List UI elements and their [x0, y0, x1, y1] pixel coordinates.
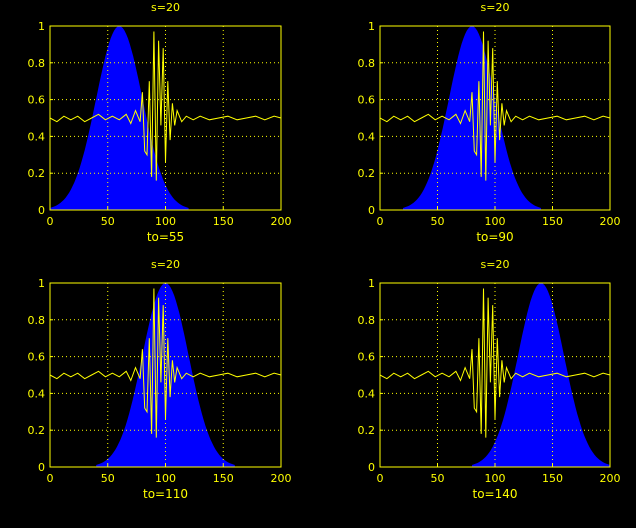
gaussian-window-area — [50, 26, 189, 210]
x-tick-label: 50 — [101, 472, 115, 485]
chart-panel-2: 0 50 100 150 200 0 0.2 0.4 0.6 0.8 1 s=20 to=90 — [358, 1, 621, 244]
x-tick-label: 150 — [542, 215, 563, 228]
x-tick-label: 0 — [377, 472, 384, 485]
y-tick-label: 1 — [368, 20, 375, 33]
grid — [380, 283, 610, 467]
x-tick-label: 50 — [431, 215, 445, 228]
x-tick-label: 100 — [485, 472, 506, 485]
signal-line — [379, 31, 611, 181]
x-tick-label: 50 — [431, 472, 445, 485]
y-tick-label: 0.2 — [28, 424, 46, 437]
x-tick-label: 150 — [213, 472, 234, 485]
gaussian-window-area — [403, 26, 541, 210]
chart-panel-3: 0 50 100 150 200 0 0.2 0.4 0.6 0.8 1 s=20 to=110 — [28, 258, 292, 501]
x-tick-label: 0 — [377, 215, 384, 228]
panel-title: s=20 — [481, 258, 510, 271]
panel-title: s=20 — [151, 1, 180, 14]
panel-xlabel: to=110 — [143, 487, 188, 501]
y-tick-label: 0.4 — [28, 387, 46, 400]
x-tick-label: 200 — [271, 215, 292, 228]
grid — [380, 26, 610, 210]
y-tick-label: 0.2 — [358, 424, 376, 437]
gaussian-window-area — [472, 283, 610, 467]
y-tick-label: 0.4 — [358, 130, 376, 143]
signal-line — [49, 31, 282, 181]
x-tick-label: 50 — [101, 215, 115, 228]
y-tick-label: 0.6 — [358, 351, 376, 364]
y-tick-label: 0 — [368, 204, 375, 217]
grid — [50, 26, 281, 210]
x-tick-label: 150 — [542, 472, 563, 485]
x-tick-label: 0 — [47, 472, 54, 485]
y-tick-label: 0.8 — [358, 57, 376, 70]
x-tick-label: 200 — [600, 472, 621, 485]
y-tick-label: 0 — [38, 461, 45, 474]
panel-title: s=20 — [151, 258, 180, 271]
signal-line — [379, 288, 611, 438]
y-tick-label: 0.8 — [28, 57, 46, 70]
chart-panel-4: 0 50 100 150 200 0 0.2 0.4 0.6 0.8 1 s=20 to=140 — [358, 258, 621, 501]
y-tick-label: 1 — [38, 20, 45, 33]
panel-title: s=20 — [481, 1, 510, 14]
x-tick-label: 150 — [213, 215, 234, 228]
y-tick-label: 0.4 — [28, 130, 46, 143]
y-tick-label: 0 — [368, 461, 375, 474]
x-tick-label: 200 — [271, 472, 292, 485]
y-tick-label: 0.8 — [28, 314, 46, 327]
panel-xlabel: to=140 — [472, 487, 517, 501]
x-tick-label: 100 — [155, 472, 176, 485]
y-tick-label: 0.6 — [28, 351, 46, 364]
grid — [50, 283, 281, 467]
x-tick-label: 200 — [600, 215, 621, 228]
y-tick-label: 0.2 — [358, 167, 376, 180]
x-tick-label: 0 — [47, 215, 54, 228]
x-tick-label: 100 — [155, 215, 176, 228]
y-tick-label: 0.8 — [358, 314, 376, 327]
panel-xlabel: to=90 — [476, 230, 513, 244]
chart-panel-1: 0 50 100 150 200 0 0.2 0.4 0.6 0.8 1 s=20 to=55 — [28, 1, 292, 244]
signal-line — [49, 288, 282, 438]
panel-xlabel: to=55 — [147, 230, 184, 244]
y-tick-label: 0.6 — [28, 94, 46, 107]
y-tick-label: 0.4 — [358, 387, 376, 400]
y-tick-label: 0.6 — [358, 94, 376, 107]
y-tick-label: 0.2 — [28, 167, 46, 180]
x-tick-label: 100 — [485, 215, 506, 228]
y-tick-label: 0 — [38, 204, 45, 217]
y-tick-label: 1 — [38, 277, 45, 290]
y-tick-label: 1 — [368, 277, 375, 290]
